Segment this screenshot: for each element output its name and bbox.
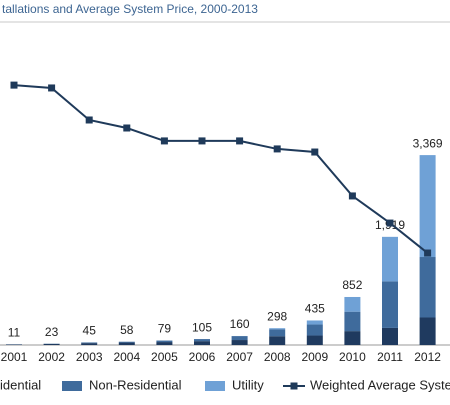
chart-title: tallations and Average System Price, 200… xyxy=(2,2,258,16)
total-label: 298 xyxy=(267,309,287,323)
total-label: 79 xyxy=(158,322,172,336)
bar-segment xyxy=(269,328,285,329)
price-marker xyxy=(424,250,431,257)
price-marker xyxy=(123,125,130,132)
x-tick-label: 2006 xyxy=(189,350,216,364)
bar-segment xyxy=(194,341,210,345)
legend-swatch xyxy=(205,381,225,391)
price-line xyxy=(14,85,428,253)
x-tick-label: 2007 xyxy=(226,350,253,364)
bar-segment xyxy=(119,343,135,345)
bar-segment xyxy=(6,344,22,345)
bar-segment xyxy=(420,155,436,257)
total-label: 105 xyxy=(192,320,212,334)
price-marker xyxy=(86,116,93,123)
legend-label: idential xyxy=(0,377,41,392)
bar-segment xyxy=(232,340,248,345)
bar-segment xyxy=(307,336,323,345)
bar-segment xyxy=(382,237,398,282)
bar-segment xyxy=(81,342,97,343)
price-marker xyxy=(48,84,55,91)
bar-segment xyxy=(382,328,398,345)
legend-label: Non-Residential xyxy=(89,377,182,392)
price-marker xyxy=(236,137,243,144)
total-label: 23 xyxy=(45,325,59,339)
price-marker xyxy=(161,137,168,144)
bar-segment xyxy=(269,329,285,336)
bar-segment xyxy=(269,336,285,345)
total-label: 435 xyxy=(305,302,325,316)
x-tick-label: 2005 xyxy=(151,350,178,364)
bar-segment xyxy=(156,342,172,345)
price-marker xyxy=(11,82,18,89)
x-tick-label: 2003 xyxy=(76,350,103,364)
x-tick-label: 2004 xyxy=(113,350,140,364)
x-tick-label: 2012 xyxy=(414,350,441,364)
price-marker xyxy=(349,192,356,199)
total-label: 45 xyxy=(83,324,97,338)
total-label: 160 xyxy=(230,317,250,331)
total-label: 11 xyxy=(8,326,21,340)
bar-segment xyxy=(194,339,210,341)
legend-label: Utility xyxy=(232,377,264,392)
total-label: 852 xyxy=(342,278,362,292)
legend-label: Weighted Average Syste xyxy=(310,377,450,392)
bar-segment xyxy=(382,281,398,328)
bar-segment xyxy=(344,297,360,312)
bar-segment xyxy=(420,257,436,317)
legend-swatch xyxy=(62,381,82,391)
legend-marker xyxy=(291,383,298,390)
x-tick-label: 2008 xyxy=(264,350,291,364)
total-label: 3,369 xyxy=(413,136,443,150)
x-tick-label: 2010 xyxy=(339,350,366,364)
price-marker xyxy=(311,149,318,156)
total-label: 58 xyxy=(120,323,134,337)
bar-segment xyxy=(156,341,172,343)
price-marker xyxy=(199,137,206,144)
bar-segment xyxy=(119,342,135,343)
bar-segment xyxy=(81,343,97,345)
bar-segment xyxy=(344,312,360,331)
bar-segment xyxy=(307,325,323,336)
bar-segment xyxy=(420,317,436,345)
price-marker xyxy=(387,220,394,227)
bar-segment xyxy=(307,320,323,324)
x-tick-label: 2011 xyxy=(377,350,403,364)
bar-segment xyxy=(344,331,360,345)
x-tick-label: 2002 xyxy=(38,350,65,364)
price-marker xyxy=(274,145,281,152)
x-tick-label: 2001 xyxy=(1,350,28,364)
bar-segment xyxy=(232,336,248,340)
bar-segment xyxy=(44,344,60,345)
x-tick-label: 2009 xyxy=(301,350,328,364)
